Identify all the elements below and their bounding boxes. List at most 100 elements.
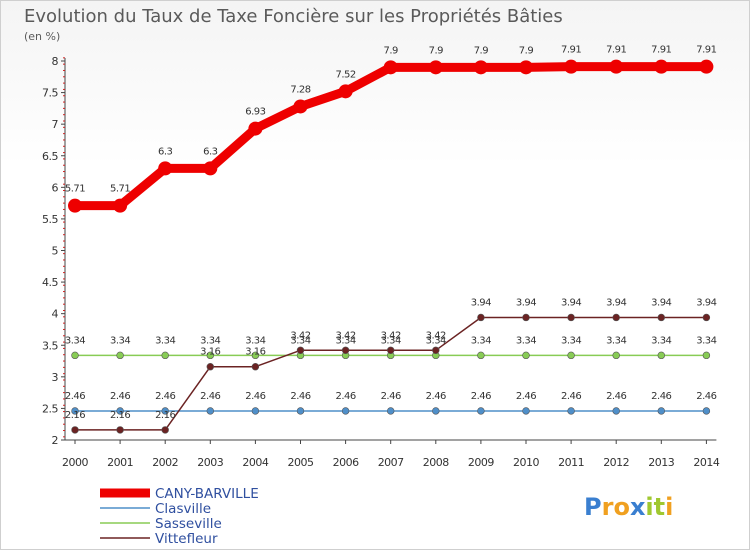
x-tick-label: 2013 [648, 456, 674, 469]
data-point [477, 313, 485, 322]
data-point [116, 407, 124, 415]
data-label: 3.42 [426, 330, 446, 341]
data-label: 7.28 [290, 84, 310, 95]
logo-letter: P [584, 493, 602, 521]
logo-letter: r [602, 493, 614, 521]
data-point [567, 407, 575, 415]
data-label: 3.34 [290, 335, 310, 346]
data-point [387, 407, 395, 415]
legend-label: CANY-BARVILLE [155, 486, 259, 502]
data-point [203, 161, 218, 176]
data-label: 2.46 [606, 391, 626, 402]
data-point [432, 407, 440, 415]
data-label: 3.34 [651, 335, 671, 346]
data-label: 2.16 [65, 410, 85, 421]
data-point [657, 351, 665, 360]
data-label: 3.94 [561, 297, 581, 308]
data-point [567, 313, 575, 322]
data-label: 2.46 [110, 391, 130, 402]
data-label: 3.94 [516, 297, 536, 308]
data-labels: 5.71 5.71 6.3 6.3 6.93 7.28 7.52 7.9 7.9 7.9 7.9 7.… [65, 45, 717, 421]
y-tick-label: 6 [52, 181, 59, 194]
data-label: 7.91 [651, 45, 671, 56]
data-point [522, 407, 530, 415]
data-label: 2.46 [335, 391, 355, 402]
data-point [477, 351, 485, 360]
data-point [206, 363, 215, 371]
y-tick-label: 7.5 [42, 87, 58, 100]
data-label: 2.46 [65, 391, 85, 402]
data-label: 3.34 [65, 335, 85, 346]
proxiti-logo: Proxiti [584, 493, 673, 521]
data-point [473, 60, 488, 75]
y-tick-label: 7 [52, 118, 59, 131]
data-point [251, 351, 260, 360]
data-label: 2.46 [200, 391, 220, 402]
data-label: 2.46 [426, 391, 446, 402]
data-label: 7.52 [335, 69, 355, 80]
data-point [657, 313, 665, 322]
data-label: 2.46 [245, 391, 265, 402]
y-tick-label: 5.5 [42, 213, 58, 226]
data-point [612, 313, 620, 322]
data-point [68, 198, 82, 213]
x-tick-label: 2001 [107, 456, 133, 469]
data-point [387, 346, 395, 355]
data-point [522, 351, 530, 360]
logo-letter: i [665, 493, 673, 521]
data-point [161, 407, 169, 415]
data-point [116, 351, 124, 360]
data-label: 2.46 [696, 391, 716, 402]
y-tick-label: 2.5 [42, 402, 58, 415]
data-point [341, 407, 350, 415]
y-tick-label: 4 [52, 308, 59, 321]
data-label: 3.34 [516, 335, 536, 346]
data-point [206, 407, 215, 415]
x-tick-label: 2010 [513, 456, 539, 469]
data-label: 7.9 [474, 45, 489, 56]
data-label: 7.91 [606, 45, 626, 56]
data-point [699, 59, 714, 74]
data-label: 3.94 [471, 297, 491, 308]
y-tick-label: 4.5 [42, 276, 58, 289]
logo-letter: o [613, 493, 630, 521]
x-tick-label: 2002 [152, 456, 178, 469]
y-tick-label: 3.5 [42, 339, 58, 352]
data-point [567, 351, 575, 360]
logo-letter: x [630, 493, 646, 521]
data-label: 2.46 [290, 391, 310, 402]
data-point [612, 407, 620, 415]
data-point [296, 407, 305, 415]
data-label: 2.46 [381, 391, 401, 402]
y-tick-label: 6.5 [42, 150, 58, 163]
x-tick-label: 2007 [378, 456, 404, 469]
data-point [654, 59, 669, 74]
data-label: 6.3 [203, 146, 218, 157]
data-label: 3.94 [696, 297, 716, 308]
data-label: 3.34 [561, 335, 581, 346]
chart-title: Evolution du Taux de Taxe Foncière sur l… [24, 6, 563, 27]
data-label: 3.34 [426, 335, 446, 346]
data-point [161, 351, 169, 360]
data-point [612, 351, 620, 360]
data-point [206, 351, 215, 360]
data-label: 2.46 [471, 391, 491, 402]
data-label: 2.16 [155, 410, 175, 421]
data-label: 3.34 [155, 335, 175, 346]
x-tick-label: 2012 [603, 456, 629, 469]
data-label: 2.46 [561, 391, 581, 402]
x-tick-label: 2003 [197, 456, 223, 469]
data-label: 7.9 [519, 45, 534, 56]
data-label: 6.3 [158, 146, 173, 157]
data-label: 3.34 [381, 335, 401, 346]
data-point [564, 59, 579, 74]
data-point [251, 407, 260, 415]
data-label: 2.46 [651, 391, 671, 402]
y-tick-label: 2 [52, 434, 59, 447]
chart-subtitle: (en %) [24, 30, 60, 43]
data-label: 3.42 [381, 330, 401, 341]
data-point [428, 60, 443, 75]
data-label: 7.9 [383, 45, 398, 56]
data-point [71, 426, 79, 434]
